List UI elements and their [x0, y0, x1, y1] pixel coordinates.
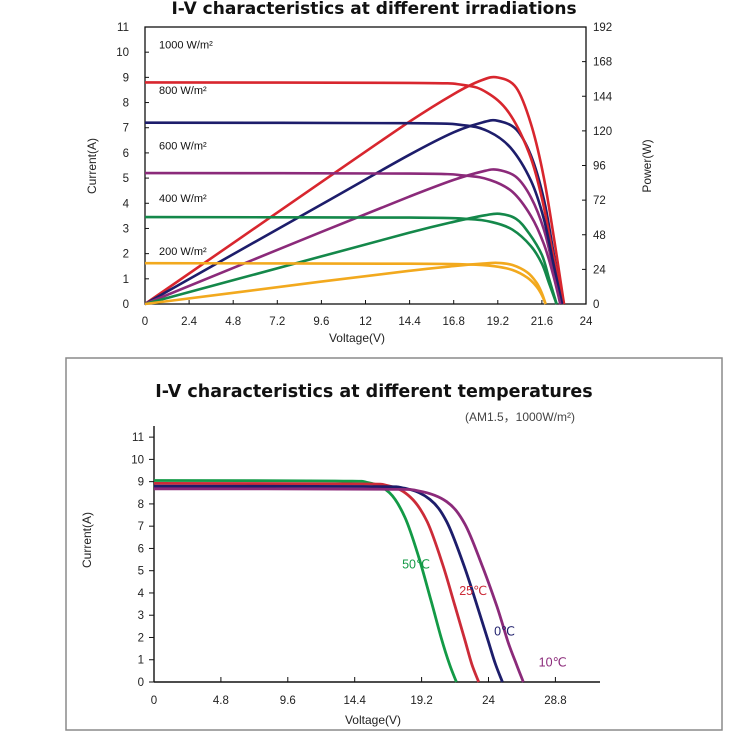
y2-tick-label: 96: [593, 161, 606, 173]
y-tick-label: 10: [116, 47, 129, 59]
irradiation-tick-layer: 0 2.4 4.8 7.2 9.6 12 14.4 16.8 19.2 21.6 240123456…: [116, 22, 613, 328]
x-tick-label: 12: [359, 316, 372, 328]
x-tick-label: 0: [142, 316, 148, 328]
iv-curve-400-w-m: [144, 215, 558, 305]
x-tick-label: 24: [482, 695, 495, 707]
iv-curve-1000-w-m: [144, 81, 566, 305]
temperature-chart-subtitle: (AM1.5，1000W/m²): [465, 410, 575, 424]
y2-tick-label: 0: [593, 299, 599, 311]
series-label-800-w-m: 800 W/m²: [159, 85, 207, 97]
y-tick-label: 8: [138, 499, 144, 511]
x-tick-label: 4.8: [213, 695, 229, 707]
series-label-50: 50℃: [402, 557, 430, 571]
series-label-10: 10℃: [539, 655, 567, 669]
series-label-200-w-m: 200 W/m²: [159, 246, 207, 258]
irradiation-y-axis-label: Current(A): [85, 138, 99, 194]
y-tick-label: 5: [123, 173, 129, 185]
y2-tick-label: 72: [593, 195, 606, 207]
x-tick-label: 14.4: [344, 695, 367, 707]
x-tick-label: 28.8: [544, 695, 566, 707]
power-curve-400-w-m: [144, 212, 558, 306]
x-tick-label: 9.6: [280, 695, 296, 707]
y-tick-label: 3: [123, 223, 129, 235]
y-tick-label: 10: [131, 454, 144, 466]
y-tick-label: 5: [138, 566, 144, 578]
irradiation-iv-curves: [144, 81, 566, 305]
iv-curve-10: [153, 487, 525, 683]
y-tick-label: 0: [138, 677, 144, 689]
temperature-chart-title: I-V characteristics at different tempera…: [155, 382, 592, 402]
y-tick-label: 7: [138, 521, 144, 533]
series-label-400-w-m: 400 W/m²: [159, 193, 207, 205]
y-tick-label: 6: [138, 543, 144, 555]
y-tick-label: 7: [123, 123, 129, 135]
iv-curve-600-w-m: [144, 171, 562, 305]
series-label-0: 0℃: [494, 624, 515, 638]
irradiation-y2-axis-label: Power(W): [640, 139, 654, 192]
iv-curve-200-w-m: [144, 261, 547, 305]
x-tick-label: 9.6: [313, 316, 329, 328]
x-tick-label: 21.6: [531, 316, 553, 328]
temperature-x-axis-label: Voltage(V): [345, 713, 401, 727]
power-curve-200-w-m: [144, 261, 547, 306]
iv-curve-25: [153, 482, 481, 683]
y-tick-label: 8: [123, 98, 129, 110]
power-curve-1000-w-m: [144, 75, 566, 306]
irradiation-chart: I-V characteristics at different irradia…: [85, 0, 654, 345]
temperature-panel-border: [65, 357, 723, 731]
y2-tick-label: 168: [593, 57, 612, 69]
y-tick-label: 1: [138, 655, 144, 667]
temperature-series-labels: 50℃ 25℃ 0℃ 10℃: [402, 557, 567, 669]
y-tick-label: 11: [117, 22, 129, 34]
temperature-y-axis-label: Current(A): [80, 512, 94, 568]
y-tick-label: 0: [123, 299, 129, 311]
series-label-25: 25℃: [459, 584, 487, 598]
temperature-iv-curves: [153, 479, 525, 683]
iv-curve-50: [153, 479, 458, 683]
x-tick-label: 7.2: [269, 316, 285, 328]
y2-tick-label: 24: [593, 264, 606, 276]
y-tick-label: 4: [138, 588, 145, 600]
iv-curve-800-w-m: [144, 121, 564, 305]
y2-tick-label: 48: [593, 230, 606, 242]
y2-tick-label: 120: [593, 126, 612, 138]
irradiation-chart-title: I-V characteristics at different irradia…: [171, 0, 576, 19]
x-tick-label: 0: [151, 695, 157, 707]
temperature-tick-layer: 0 4.8 9.6 14.4 19.2 24 28.8 0 1 2 3 4 5 6 7 8 9 10 11: [131, 432, 566, 707]
y2-tick-label: 144: [593, 91, 613, 103]
series-label-600-w-m: 600 W/m²: [159, 140, 207, 152]
y-tick-label: 4: [123, 198, 130, 210]
x-tick-label: 4.8: [225, 316, 241, 328]
x-tick-label: 19.2: [410, 695, 432, 707]
y-tick-label: 11: [132, 432, 144, 444]
power-curve-600-w-m: [144, 168, 562, 306]
series-label-1000-w-m: 1000 W/m²: [159, 40, 213, 52]
irradiation-x-axis-label: Voltage(V): [329, 331, 385, 345]
y-tick-label: 9: [123, 72, 129, 84]
x-tick-label: 16.8: [443, 316, 465, 328]
y-tick-label: 1: [123, 274, 129, 286]
x-tick-label: 19.2: [487, 316, 509, 328]
y-tick-label: 9: [138, 477, 144, 489]
x-tick-label: 14.4: [398, 316, 421, 328]
y-tick-label: 2: [123, 249, 129, 261]
y-tick-label: 2: [138, 632, 144, 644]
power-curve-800-w-m: [144, 118, 564, 306]
x-tick-label: 24: [580, 316, 593, 328]
x-tick-label: 2.4: [181, 316, 198, 328]
irradiation-power-curves: [144, 75, 566, 306]
irradiation-series-labels: 1000 W/m² 800 W/m² 600 W/m² 400 W/m² 200 W/m…: [159, 40, 213, 258]
temperature-chart: I-V characteristics at different tempera…: [65, 357, 723, 731]
y-tick-label: 3: [138, 610, 144, 622]
y2-tick-label: 192: [593, 22, 612, 34]
iv-curve-0: [153, 484, 504, 683]
y-tick-label: 6: [123, 148, 129, 160]
